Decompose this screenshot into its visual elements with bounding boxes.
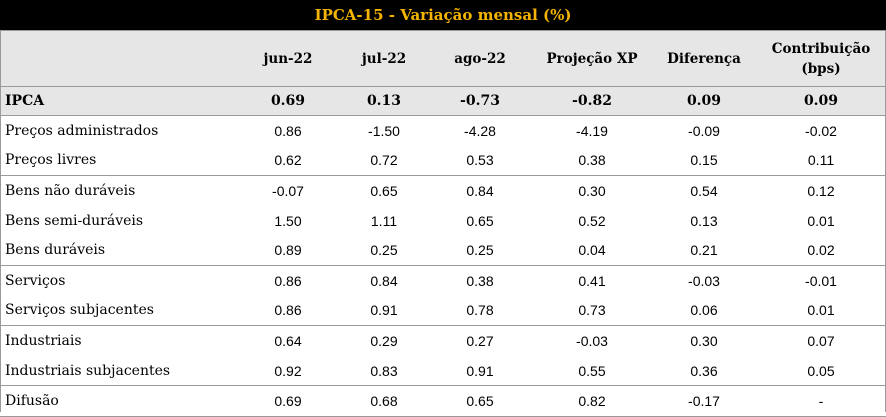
header-contribuicao-line2: (bps) bbox=[801, 60, 841, 77]
row-value: -0.82 bbox=[532, 86, 652, 116]
table-row: Preços administrados 0.86 -1.50 -4.28 -4.19 -… bbox=[0, 116, 886, 146]
row-value: 0.86 bbox=[274, 122, 302, 139]
header-jun-22: jun-22 bbox=[236, 30, 340, 87]
row-value: -0.09 bbox=[688, 122, 720, 139]
row-value: 0.30 bbox=[690, 332, 718, 349]
row-value: 0.53 bbox=[428, 145, 532, 177]
header-projecao-xp: Projeção XP bbox=[532, 30, 652, 87]
row-value: 0.01 bbox=[756, 295, 886, 327]
row-value: 0.69 bbox=[236, 86, 340, 116]
row-value: 0.72 bbox=[340, 145, 428, 177]
row-value: 0.13 bbox=[340, 86, 428, 116]
row-value: 0.38 bbox=[466, 272, 494, 289]
header-row: jun-22 jul-22 ago-22 Projeção XP Diferen… bbox=[0, 30, 886, 87]
table-row: Serviços 0.86 0.84 0.38 0.41 -0.03 -0.01 bbox=[0, 265, 886, 295]
row-label: Preços livres bbox=[0, 145, 236, 177]
row-value: 1.11 bbox=[370, 212, 398, 229]
row-value: 0.91 bbox=[428, 355, 532, 387]
header-contribuicao: Contribuição (bps) bbox=[756, 30, 886, 87]
row-value: 0.65 bbox=[370, 182, 398, 199]
table-left-border bbox=[0, 30, 1, 412]
row-value: 0.64 bbox=[274, 332, 302, 349]
table-title: IPCA-15 - Variação mensal (%) bbox=[0, 0, 886, 30]
row-value: 0.30 bbox=[578, 182, 606, 199]
row-value: 0.91 bbox=[340, 295, 428, 327]
header-jul-22: jul-22 bbox=[340, 30, 428, 87]
table-row: Bens duráveis 0.89 0.25 0.25 0.04 0.21 0.02 bbox=[0, 235, 886, 266]
row-value: 0.83 bbox=[340, 355, 428, 387]
header-contribuicao-line1: Contribuição bbox=[771, 40, 871, 57]
row-value: -0.07 bbox=[272, 182, 304, 199]
row-value: 0.21 bbox=[652, 235, 756, 266]
row-label: Industriais bbox=[5, 332, 82, 349]
ipca15-table: jun-22 jul-22 ago-22 Projeção XP Diferen… bbox=[0, 30, 886, 417]
row-value: 0.86 bbox=[236, 295, 340, 327]
row-value: 0.78 bbox=[428, 295, 532, 327]
row-value: 0.54 bbox=[690, 182, 718, 199]
row-value: 0.55 bbox=[532, 355, 652, 387]
row-label: IPCA bbox=[0, 86, 236, 116]
row-value: 0.92 bbox=[236, 355, 340, 387]
row-label: Preços administrados bbox=[5, 122, 159, 139]
row-value: -1.50 bbox=[368, 122, 400, 139]
row-value: -0.02 bbox=[805, 122, 837, 139]
table-body: IPCA 0.69 0.13 -0.73 -0.82 0.09 0.09 Preços adm… bbox=[0, 86, 886, 417]
row-value: 0.09 bbox=[652, 86, 756, 116]
table-row: Bens semi-duráveis 1.50 1.11 0.65 0.52 0.13 0.… bbox=[0, 206, 886, 236]
row-label: Serviços bbox=[5, 272, 66, 289]
row-value: 0.02 bbox=[756, 235, 886, 266]
table-row: Preços livres 0.62 0.72 0.53 0.38 0.15 0.11 bbox=[0, 145, 886, 177]
row-label: Industriais subjacentes bbox=[0, 355, 236, 387]
row-value: -4.28 bbox=[464, 122, 496, 139]
row-value: 0.25 bbox=[428, 235, 532, 266]
row-value: 0.89 bbox=[236, 235, 340, 266]
row-label: Bens semi-duráveis bbox=[5, 212, 144, 229]
row-value: 0.84 bbox=[466, 182, 494, 199]
row-value: -0.03 bbox=[688, 272, 720, 289]
row-value: 0.73 bbox=[532, 295, 652, 327]
row-value: 0.12 bbox=[807, 182, 835, 199]
row-value: -0.03 bbox=[576, 332, 608, 349]
row-value: 0.15 bbox=[652, 145, 756, 177]
row-value: 0.86 bbox=[274, 272, 302, 289]
row-value: 0.62 bbox=[236, 145, 340, 177]
row-value: 0.25 bbox=[340, 235, 428, 266]
row-value: 0.13 bbox=[690, 212, 718, 229]
row-value: 0.84 bbox=[370, 272, 398, 289]
row-value: 0.38 bbox=[532, 145, 652, 177]
row-value: 0.05 bbox=[756, 355, 886, 387]
table-row: IPCA 0.69 0.13 -0.73 -0.82 0.09 0.09 bbox=[0, 86, 886, 116]
table-row: Bens não duráveis -0.07 0.65 0.84 0.30 0.54 0.… bbox=[0, 176, 886, 206]
header-label-cell bbox=[0, 30, 236, 87]
row-value: -4.19 bbox=[576, 122, 608, 139]
header-ago-22: ago-22 bbox=[428, 30, 532, 87]
row-value: 0.06 bbox=[652, 295, 756, 327]
row-value: 0.41 bbox=[578, 272, 606, 289]
row-value: -0.73 bbox=[428, 86, 532, 116]
row-value: 1.50 bbox=[274, 212, 302, 229]
row-value: 0.29 bbox=[370, 332, 398, 349]
row-value: 0.27 bbox=[466, 332, 494, 349]
row-value: 0.11 bbox=[756, 145, 886, 177]
table-row: Serviços subjacentes 0.86 0.91 0.78 0.73 0.06… bbox=[0, 295, 886, 327]
row-value: 0.01 bbox=[807, 212, 835, 229]
row-value: 0.65 bbox=[466, 212, 494, 229]
row-value: 0.36 bbox=[652, 355, 756, 387]
row-label: Serviços subjacentes bbox=[0, 295, 236, 327]
row-value: 0.04 bbox=[532, 235, 652, 266]
header-diferenca: Diferença bbox=[652, 30, 756, 87]
row-value: 0.09 bbox=[756, 86, 886, 116]
row-label: Bens não duráveis bbox=[5, 182, 136, 199]
row-label: Bens duráveis bbox=[0, 235, 236, 266]
row-value: -0.01 bbox=[805, 272, 837, 289]
table-row: Industriais subjacentes 0.92 0.83 0.91 0.55 0… bbox=[0, 355, 886, 387]
table-row: Industriais 0.64 0.29 0.27 -0.03 0.30 0.07 bbox=[0, 326, 886, 356]
row-value: 0.52 bbox=[578, 212, 606, 229]
row-value: 0.07 bbox=[807, 332, 835, 349]
